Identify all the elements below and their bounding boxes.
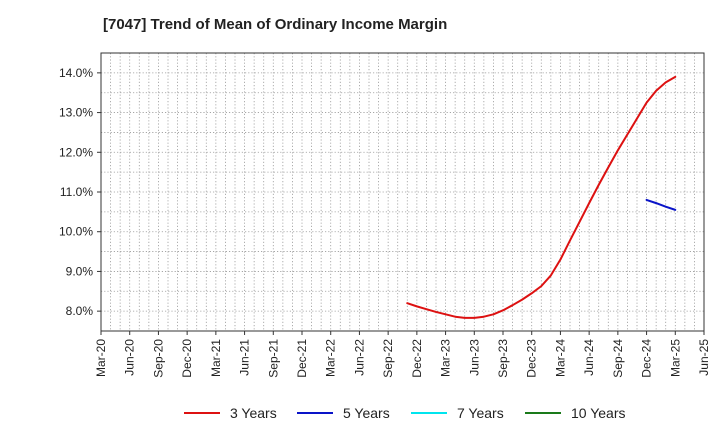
x-tick-label: Sep-20 [151,339,165,378]
x-tick-label: Dec-24 [640,339,654,378]
series-lines [406,75,677,319]
y-tick-label: 10.0% [59,225,93,239]
x-tick-label: Dec-23 [525,339,539,378]
y-axis: 8.0% 9.0% 10.0% 11.0% 12.0% 13.0% 14.0% [59,66,101,318]
x-tick-label: Dec-20 [180,339,194,378]
series-line-3-years [406,75,677,319]
legend-swatch-5-years [297,412,333,414]
y-tick-label: 14.0% [59,66,93,80]
x-tick-label: Dec-22 [410,339,424,378]
x-tick-label: Jun-23 [467,339,481,376]
y-tick-label: 8.0% [66,304,94,318]
y-tick-label: 11.0% [60,185,93,199]
x-tick-label: Jun-20 [123,339,137,376]
series-line-5-years [645,198,677,211]
x-tick-label: Sep-24 [611,339,625,378]
x-tick-label: Sep-23 [496,339,510,378]
x-tick-label: Jun-24 [582,339,596,376]
legend-swatch-3-years [184,412,220,414]
plot-frame [100,52,705,332]
legend-item-5-years: 5 Years [297,405,390,421]
y-tick-label: 13.0% [59,106,93,120]
legend-swatch-7-years [411,412,447,414]
x-tick-label: Mar-23 [439,339,453,377]
legend-label-5-years: 5 Years [343,405,390,421]
x-tick-label: Mar-20 [94,339,108,377]
legend-label-3-years: 3 Years [230,405,277,421]
x-tick-label: Sep-21 [266,339,280,378]
x-tick-label: Jun-22 [352,339,366,376]
grid [101,53,704,331]
x-tick-label: Mar-24 [553,339,567,377]
x-tick-label: Jun-25 [697,339,711,376]
x-tick-label: Sep-22 [381,339,395,378]
legend-item-7-years: 7 Years [411,405,504,421]
legend-swatch-10-years [525,412,561,414]
x-tick-label: Mar-22 [324,339,338,377]
legend-label-7-years: 7 Years [457,405,504,421]
y-tick-label: 9.0% [66,264,94,278]
x-tick-label: Mar-21 [209,339,223,377]
legend-label-10-years: 10 Years [571,405,626,421]
legend-item-3-years: 3 Years [184,405,277,421]
legend-item-10-years: 10 Years [525,405,626,421]
x-tick-label: Mar-25 [668,339,682,377]
x-tick-label: Jun-21 [238,339,252,376]
y-tick-label: 12.0% [59,145,93,159]
x-tick-label: Dec-21 [295,339,309,378]
legend: 3 Years 5 Years 7 Years 10 Years [0,405,720,427]
x-axis: Mar-20 Jun-20 Sep-20 Dec-20 Mar-21 Jun-21 Sep-… [94,331,711,378]
chart-title: [7047] Trend of Mean of Ordinary Income … [103,16,448,33]
